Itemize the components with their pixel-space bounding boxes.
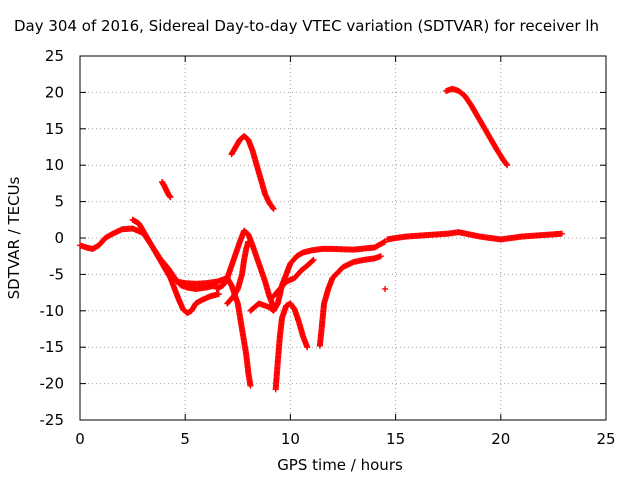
series-arc11 [316,253,384,349]
x-tick-label: 5 [180,430,190,448]
data-point [166,193,173,200]
data-point [247,382,254,389]
y-tick-label: -15 [40,338,65,356]
data-point [167,194,174,201]
data-point [304,344,311,351]
y-tick-label: -25 [40,411,65,429]
series-arc4 [224,238,252,307]
series-arc9 [270,256,317,300]
data-points [77,85,565,393]
y-tick-label: -5 [49,265,64,283]
series-arc10 [272,300,311,393]
data-point [245,238,252,245]
x-tick-label: 10 [281,430,300,448]
y-tick-label: 15 [45,120,64,138]
y-tick-label: -10 [40,302,65,320]
data-point [269,204,276,211]
data-point [270,205,277,212]
x-axis-label: GPS time / hours [277,456,403,474]
chart-title: Day 304 of 2016, Sidereal Day-to-day VTE… [14,17,599,35]
series-arc6 [159,178,174,201]
data-point [558,230,565,237]
y-tick-labels: -25 -20 -15 -10 -5 0 5 10 15 20 25 [40,47,65,429]
series-arc2 [129,216,222,316]
y-tick-label: 5 [54,193,64,211]
axis-ticks [79,55,607,421]
series-arc5 [213,275,254,389]
y-tick-label: -20 [40,375,65,393]
x-tick-labels: 0 5 10 15 20 25 [75,430,615,448]
y-tick-label: 25 [45,47,64,65]
data-point [382,285,389,292]
data-point [504,162,511,169]
y-axis-label: SDTVAR / TECUs [5,176,23,299]
data-point [310,256,317,263]
y-tick-label: 10 [45,156,64,174]
series-arc12 [382,285,389,292]
y-tick-label: 0 [54,229,64,247]
data-point [215,291,222,298]
series-arc3 [173,227,277,311]
x-tick-label: 15 [386,430,405,448]
y-tick-label: 20 [45,83,64,101]
x-tick-label: 0 [75,430,85,448]
data-point [503,161,510,168]
series-arc14 [443,85,511,169]
series-arc13 [384,229,565,243]
data-point [309,257,316,264]
data-point [377,253,384,260]
series-arc8 [247,238,389,314]
series-arc7 [228,133,277,212]
x-tick-label: 20 [491,430,510,448]
x-tick-label: 25 [596,430,615,448]
grid-lines [80,56,606,420]
